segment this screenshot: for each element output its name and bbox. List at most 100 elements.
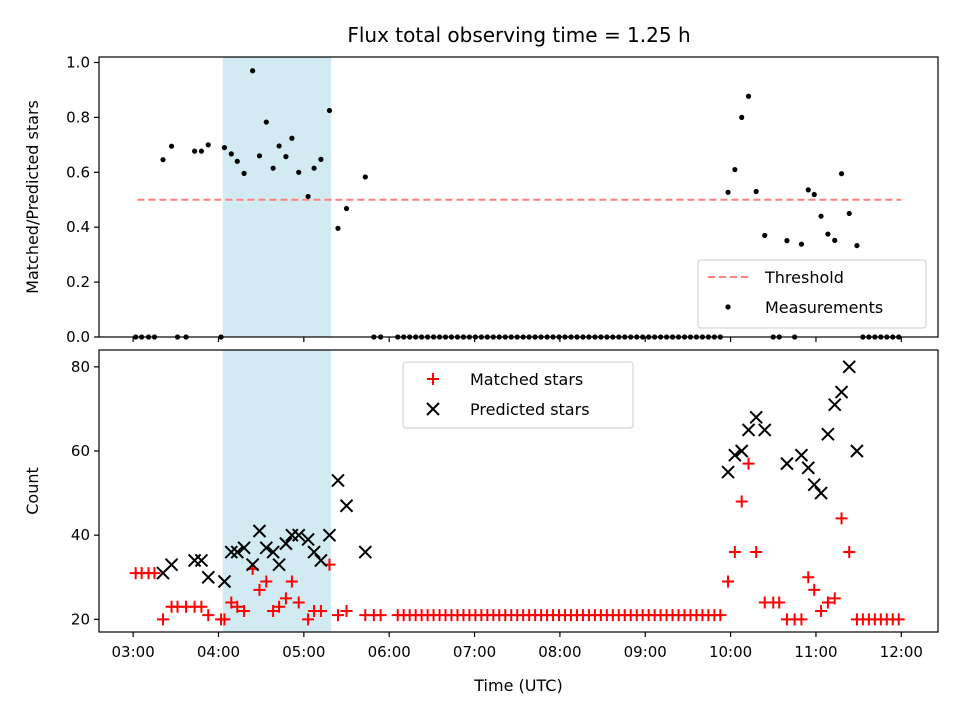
bottom-predicted-points: [156, 360, 864, 589]
measurement-point: [362, 174, 368, 180]
predicted-star-point: [807, 477, 821, 492]
predicted-star-point: [292, 528, 306, 542]
measurement-point: [305, 193, 311, 200]
matched-star-point: [218, 613, 231, 626]
matched-star-point: [202, 609, 215, 622]
predicted-star-point: [245, 557, 260, 572]
measurement-point: [854, 242, 860, 249]
measurement-point: [846, 210, 852, 217]
predicted-star-point: [224, 545, 239, 559]
bottom-panel: 03:00 04:00 05:00 06:00 07:00 08:00 09:00 10:00…: [23, 349, 939, 695]
measurement-point: [798, 241, 805, 247]
predicted-star-point: [758, 423, 772, 437]
bottom-legend-box: [402, 361, 634, 429]
top-legend-box: [697, 259, 927, 329]
measurement-point: [160, 157, 166, 163]
measurement-point: [283, 154, 289, 160]
measurement-point: [753, 188, 759, 195]
x-tick-label: 11:00: [794, 643, 837, 661]
predicted-star-point: [272, 557, 286, 572]
x-tick-label: 05:00: [282, 643, 325, 661]
matched-star-point: [742, 457, 755, 470]
x-tick-label: 09:00: [624, 643, 667, 661]
predicted-star-point: [734, 444, 749, 458]
legend-matched-label: Matched stars: [470, 370, 583, 389]
matched-star-point: [835, 512, 848, 525]
legend-measurements-swatch: [725, 304, 731, 310]
predicted-star-point: [339, 499, 354, 513]
measurement-point: [732, 166, 738, 173]
measurement-point: [832, 237, 838, 243]
top-panel: 0.0 0.2 0.4 0.6 0.8 1.0 Matched/Predicted sta…: [23, 53, 939, 346]
predicted-star-point: [741, 423, 756, 437]
matched-star-point: [260, 575, 273, 588]
top-x-ticks: [132, 337, 902, 342]
matched-star-point: [722, 575, 735, 588]
chart-title: Flux total observing time = 1.25 h: [347, 23, 690, 47]
measurement-point: [725, 189, 731, 195]
bottom-y-tick-label: 80: [71, 358, 90, 376]
measurement-point: [825, 231, 831, 237]
bottom-x-ticks: 03:00 04:00 05:00 06:00 07:00 08:00 09:00 10:00…: [112, 632, 923, 661]
measurement-point: [270, 165, 276, 171]
predicted-star-point: [728, 448, 742, 462]
measurement-point: [296, 169, 302, 175]
top-span-rect: [222, 57, 332, 337]
matched-star-point: [238, 604, 251, 617]
predicted-star-point: [301, 532, 315, 547]
bottom-legend: Matched stars Predicted stars: [402, 361, 634, 429]
measurement-point: [250, 68, 256, 74]
matched-star-point: [314, 604, 327, 617]
measurement-point: [318, 156, 324, 162]
matched-star-point: [802, 571, 815, 584]
measurement-point: [289, 135, 295, 141]
predicted-star-point: [814, 486, 828, 500]
matched-star-point: [273, 600, 286, 613]
measurement-point: [256, 153, 263, 159]
top-y-tick-label: 0.6: [66, 163, 90, 181]
predicted-star-point: [217, 574, 232, 589]
x-tick-label: 04:00: [197, 643, 240, 661]
x-tick-label: 07:00: [453, 643, 496, 661]
measurement-point: [335, 225, 341, 231]
matched-star-point: [773, 596, 786, 609]
predicted-star-point: [821, 427, 835, 441]
measurement-point: [805, 187, 811, 193]
matched-star-point: [340, 604, 353, 617]
bottom-highlight-span: [222, 350, 332, 632]
top-axes-frame: [98, 56, 939, 338]
top-highlight-span: [222, 57, 332, 337]
matched-star-point: [750, 546, 763, 559]
top-y-tick-label: 0.0: [66, 328, 90, 346]
legend-predicted-label: Predicted stars: [470, 400, 590, 419]
predicted-star-point: [780, 456, 794, 471]
predicted-star-point: [230, 545, 244, 559]
matched-star-point: [285, 575, 298, 588]
measurement-point: [198, 148, 205, 154]
matched-star-point: [808, 583, 821, 596]
predicted-star-point: [194, 553, 209, 568]
measurement-point: [191, 148, 198, 154]
x-axis-label: Time (UTC): [473, 676, 562, 695]
x-tick-label: 06:00: [368, 643, 411, 661]
top-y-axis-label: Matched/Predicted stars: [23, 100, 42, 294]
bottom-y-tick-label: 20: [71, 610, 90, 628]
predicted-star-point: [331, 473, 345, 488]
matched-star-point: [821, 596, 834, 609]
measurement-point: [263, 119, 269, 125]
predicted-star-point: [358, 545, 373, 559]
measurement-point: [784, 238, 790, 244]
x-tick-label: 08:00: [538, 643, 581, 661]
matched-star-point: [253, 583, 266, 596]
matched-star-point: [302, 613, 315, 626]
predicted-star-point: [266, 545, 280, 559]
predicted-star-point: [749, 410, 763, 425]
predicted-star-point: [201, 570, 215, 584]
x-tick-label: 03:00: [112, 643, 155, 661]
matched-star-point: [843, 546, 856, 559]
predicted-star-point: [322, 528, 337, 542]
matched-star-point: [795, 613, 808, 626]
matched-star-point: [279, 592, 292, 605]
measurement-point: [838, 171, 845, 177]
